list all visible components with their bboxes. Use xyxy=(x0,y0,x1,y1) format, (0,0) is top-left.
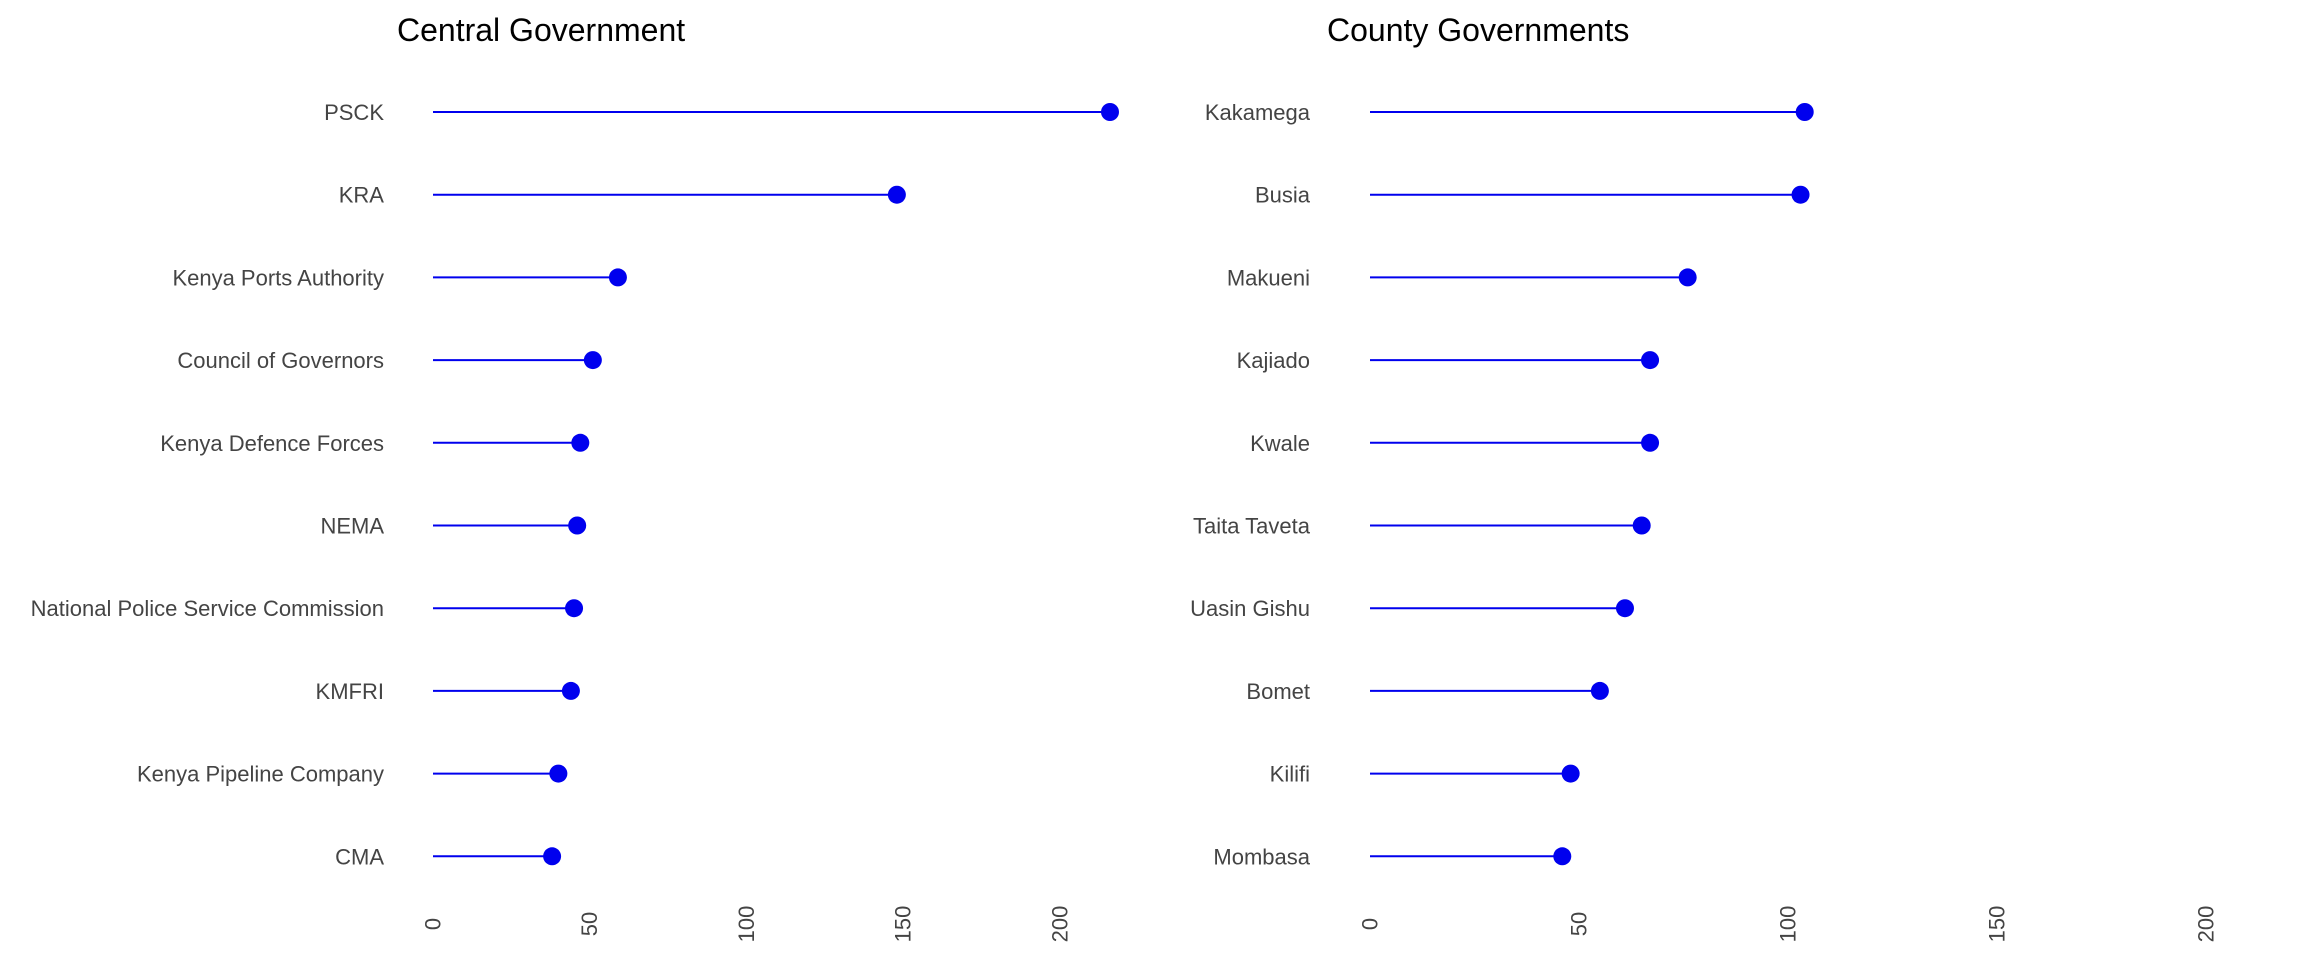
lollipop-point-mombasa xyxy=(1553,847,1572,866)
category-label-cma: CMA xyxy=(335,844,384,869)
lollipop-point-nema xyxy=(568,516,587,535)
lollipop-point-kilifi xyxy=(1561,764,1580,783)
category-label-busia: Busia xyxy=(1255,183,1311,208)
category-label-kilifi: Kilifi xyxy=(1270,762,1310,787)
x-tick-label-100: 100 xyxy=(1776,906,1801,943)
category-label-makueni: Makueni xyxy=(1227,265,1310,290)
lollipop-point-uasin-gishu xyxy=(1615,599,1634,618)
x-tick-label-0: 0 xyxy=(421,918,446,930)
category-label-national-police-service-commission: National Police Service Commission xyxy=(31,596,384,621)
category-label-uasin-gishu: Uasin Gishu xyxy=(1190,596,1310,621)
x-tick-label-50: 50 xyxy=(1567,912,1592,936)
category-label-mombasa: Mombasa xyxy=(1213,844,1310,869)
lollipop-point-kakamega xyxy=(1795,103,1814,121)
x-tick-label-200: 200 xyxy=(1047,906,1072,943)
lollipop-point-kmfri xyxy=(561,681,580,700)
x-tick-label-150: 150 xyxy=(891,906,916,943)
x-tick-label-150: 150 xyxy=(1985,906,2010,943)
central-government-title: Central Government xyxy=(397,12,685,48)
lollipop-point-kenya-pipeline-company xyxy=(549,764,568,783)
lollipop-point-kra xyxy=(887,185,906,204)
lollipop-point-cma xyxy=(543,847,562,866)
lollipop-point-busia xyxy=(1791,185,1810,204)
x-tick-label-0: 0 xyxy=(1358,918,1383,930)
category-label-kenya-ports-authority: Kenya Ports Authority xyxy=(172,265,384,290)
lollipop-point-makueni xyxy=(1678,268,1697,287)
x-tick-label-100: 100 xyxy=(734,906,759,943)
category-label-taita-taveta: Taita Taveta xyxy=(1193,514,1311,539)
category-label-kwale: Kwale xyxy=(1250,431,1310,456)
lollipop-point-kenya-ports-authority xyxy=(608,268,627,287)
lollipop-point-taita-taveta xyxy=(1632,516,1651,535)
lollipop-point-kwale xyxy=(1641,433,1660,452)
category-label-council-of-governors: Council of Governors xyxy=(177,348,384,373)
county-governments-title: County Governments xyxy=(1327,12,1629,48)
category-label-nema: NEMA xyxy=(320,514,384,539)
central-government-panel: Central Government PSCK KRA Kenya Ports Au… xyxy=(31,12,1119,942)
category-label-kra: KRA xyxy=(339,183,385,208)
category-label-kakamega: Kakamega xyxy=(1205,100,1311,125)
category-label-bomet: Bomet xyxy=(1246,679,1310,704)
category-label-kmfri: KMFRI xyxy=(316,679,384,704)
lollipop-point-council-of-governors xyxy=(583,351,602,370)
lollipop-point-psck xyxy=(1101,103,1119,121)
lollipop-point-kenya-defence-forces xyxy=(571,433,590,452)
category-label-psck: PSCK xyxy=(324,100,384,125)
category-label-kenya-defence-forces: Kenya Defence Forces xyxy=(160,431,384,456)
category-label-kenya-pipeline-company: Kenya Pipeline Company xyxy=(137,762,384,787)
category-label-kajiado: Kajiado xyxy=(1237,348,1310,373)
lollipop-point-kajiado xyxy=(1641,351,1660,370)
county-governments-panel: County Governments Kakamega Busia Makueni K… xyxy=(1190,12,2218,942)
lollipop-point-bomet xyxy=(1590,681,1609,700)
x-tick-label-200: 200 xyxy=(2194,906,2219,943)
x-tick-label-50: 50 xyxy=(577,912,602,936)
lollipop-point-national-police-service-commission xyxy=(565,599,584,618)
